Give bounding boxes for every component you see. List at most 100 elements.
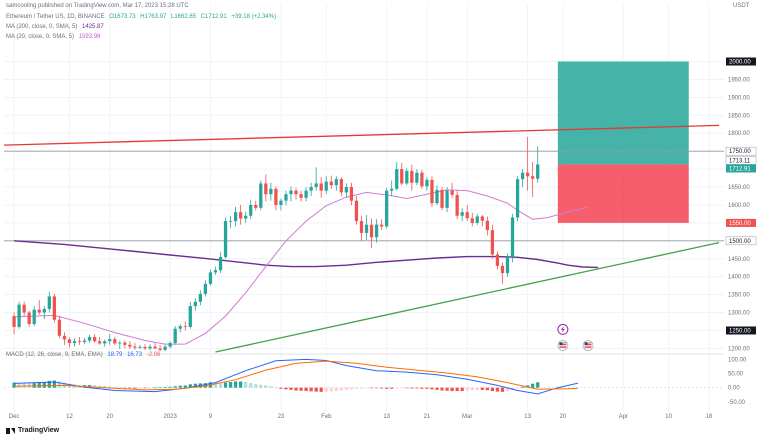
macd-histogram-bar — [531, 383, 535, 388]
time-tick-label: 13 — [524, 414, 531, 420]
candle-body — [465, 212, 469, 219]
candle-body — [319, 183, 323, 191]
candle-body — [425, 179, 429, 187]
position-zones — [557, 61, 689, 223]
time-tick-label: 12 — [66, 414, 73, 420]
macd-tick-label: 100.00 — [728, 357, 747, 363]
horizontal-lines — [4, 150, 724, 242]
macd-histogram-bar — [183, 385, 187, 388]
us-flag-icon — [557, 340, 569, 351]
ma20-legend[interactable]: MA (20, close, 0, SMA, 5) 1593.98 — [6, 33, 103, 41]
candle-body — [395, 169, 399, 189]
candle-body — [47, 296, 51, 309]
macd-histogram-bar — [324, 387, 328, 392]
macd-histogram-bar — [485, 387, 489, 391]
time-tick-label: 20 — [106, 414, 113, 420]
candle-body — [123, 342, 127, 345]
time-tick-label: 9 — [209, 414, 213, 420]
candle-body — [77, 341, 82, 343]
macd-histogram-bar — [395, 387, 399, 389]
candle-body — [515, 179, 520, 218]
time-tick-label: 2023 — [163, 414, 177, 420]
macd-histogram-bar — [425, 387, 429, 389]
macd-histogram-bar — [108, 386, 112, 388]
candle-body — [223, 221, 228, 257]
macd-histogram-bar — [349, 387, 354, 390]
price-tick-label: 1450.00 — [728, 257, 750, 263]
macd-histogram-bar — [37, 382, 41, 388]
candle-body — [233, 212, 238, 222]
candle-body — [213, 270, 218, 273]
macd-histogram-bar — [143, 387, 147, 389]
macd-histogram-bar — [460, 387, 464, 392]
candle-body — [415, 172, 419, 183]
candle-body — [178, 326, 182, 329]
candle-body — [435, 189, 439, 204]
candle-body — [390, 188, 394, 191]
candle-body — [163, 346, 167, 350]
us-flag-stripe — [584, 347, 592, 349]
candle-body — [133, 346, 137, 348]
candle-body — [324, 181, 328, 191]
price-tick-label: 1600.00 — [728, 203, 750, 209]
us-flag-stripe — [559, 347, 567, 349]
candle-body — [193, 301, 197, 307]
candle-body — [284, 194, 288, 201]
macd-histogram-bar — [405, 387, 409, 389]
price-tick-label: 1650.00 — [728, 185, 750, 191]
macd-histogram-bar — [188, 384, 192, 388]
time-tick-label: 23 — [278, 414, 285, 420]
price-label-box — [726, 218, 756, 227]
macd-histogram-bar — [344, 387, 349, 390]
candle-body — [22, 304, 26, 313]
macd-histogram-bar — [435, 387, 439, 390]
ma200-legend[interactable]: MA (200, close, 0, SMA, 5) 1425.87 — [6, 23, 107, 31]
symbol-legend[interactable]: Ethereum / Tether US, 1D, BINANCE O1673.… — [6, 13, 279, 21]
time-tick-label: 20 — [560, 414, 567, 420]
candle-body — [354, 200, 359, 222]
macd-histogram-bar — [359, 387, 364, 389]
macd-signal-value: -2.06 — [146, 352, 161, 358]
candle-body — [42, 308, 46, 313]
candle-body — [405, 170, 409, 184]
macd-histogram-bar — [244, 382, 248, 388]
macd-histogram-bar — [138, 387, 142, 389]
macd-legend[interactable]: MACD (12, 26, close, 9, EMA, EMA) 18.79 … — [6, 351, 163, 359]
macd-histogram-bar — [264, 385, 268, 388]
candle-body — [536, 164, 540, 179]
candle-body — [173, 328, 177, 344]
macd-histogram-bar — [113, 386, 117, 388]
macd-histogram-bar — [470, 387, 474, 391]
tradingview-logo[interactable]: TradingView — [6, 427, 59, 434]
candle-body — [52, 296, 56, 320]
candle-body — [349, 187, 354, 201]
publisher-text: samcooling published on TradingView.com,… — [6, 3, 189, 9]
us-flag-canton — [559, 342, 563, 345]
macd-histogram-bar — [369, 387, 374, 389]
candle-body — [430, 179, 434, 204]
macd-histogram-bar — [400, 387, 404, 389]
macd-histogram-bar — [284, 387, 288, 390]
candle-body — [208, 272, 213, 284]
price-label-box — [725, 236, 757, 246]
candle-body — [385, 190, 389, 227]
candle-body — [72, 341, 77, 344]
ohlc-open: O1673.73 — [109, 14, 136, 20]
macd-histogram-bar — [57, 381, 62, 388]
macd-histogram-bar — [520, 386, 525, 388]
time-tick-label: 13 — [383, 414, 390, 420]
macd-label: MACD (12, 26, close, 9, EMA, EMA) — [6, 352, 103, 358]
time-tick-label: 10 — [665, 414, 672, 420]
candle-body — [294, 190, 298, 195]
macd-histogram-bar — [495, 387, 500, 392]
candle-body — [520, 172, 525, 180]
candle-body — [118, 342, 122, 344]
candle-body — [198, 293, 202, 302]
price-label-text: 1250.00 — [729, 328, 751, 334]
candle-body — [455, 194, 459, 216]
macd-histogram-bar — [415, 387, 419, 389]
price-label-box — [726, 57, 756, 66]
ohlc-change: +39.18 (+2.34%) — [231, 14, 277, 20]
